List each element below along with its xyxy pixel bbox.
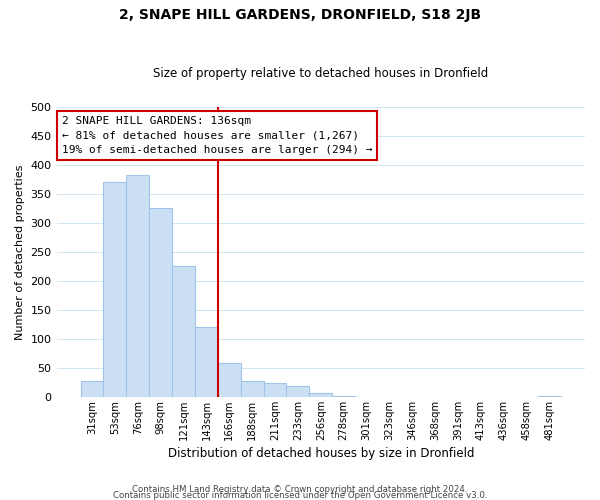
Bar	[538, 396, 561, 397]
Bar	[286, 386, 310, 397]
Bar	[310, 393, 332, 397]
Bar	[218, 364, 241, 397]
Y-axis label: Number of detached properties: Number of detached properties	[15, 164, 25, 340]
Bar	[172, 266, 195, 397]
Text: Contains public sector information licensed under the Open Government Licence v3: Contains public sector information licen…	[113, 490, 487, 500]
Bar	[332, 396, 355, 397]
Title: Size of property relative to detached houses in Dronfield: Size of property relative to detached ho…	[153, 66, 488, 80]
Text: Contains HM Land Registry data © Crown copyright and database right 2024.: Contains HM Land Registry data © Crown c…	[132, 484, 468, 494]
Text: 2 SNAPE HILL GARDENS: 136sqm
← 81% of detached houses are smaller (1,267)
19% of: 2 SNAPE HILL GARDENS: 136sqm ← 81% of de…	[62, 116, 373, 156]
X-axis label: Distribution of detached houses by size in Dronfield: Distribution of detached houses by size …	[167, 447, 474, 460]
Bar	[241, 382, 263, 397]
Text: 2, SNAPE HILL GARDENS, DRONFIELD, S18 2JB: 2, SNAPE HILL GARDENS, DRONFIELD, S18 2J…	[119, 8, 481, 22]
Bar	[149, 208, 172, 397]
Bar	[80, 382, 103, 397]
Bar	[195, 327, 218, 397]
Bar	[103, 182, 127, 397]
Bar	[263, 383, 286, 397]
Bar	[127, 175, 149, 397]
